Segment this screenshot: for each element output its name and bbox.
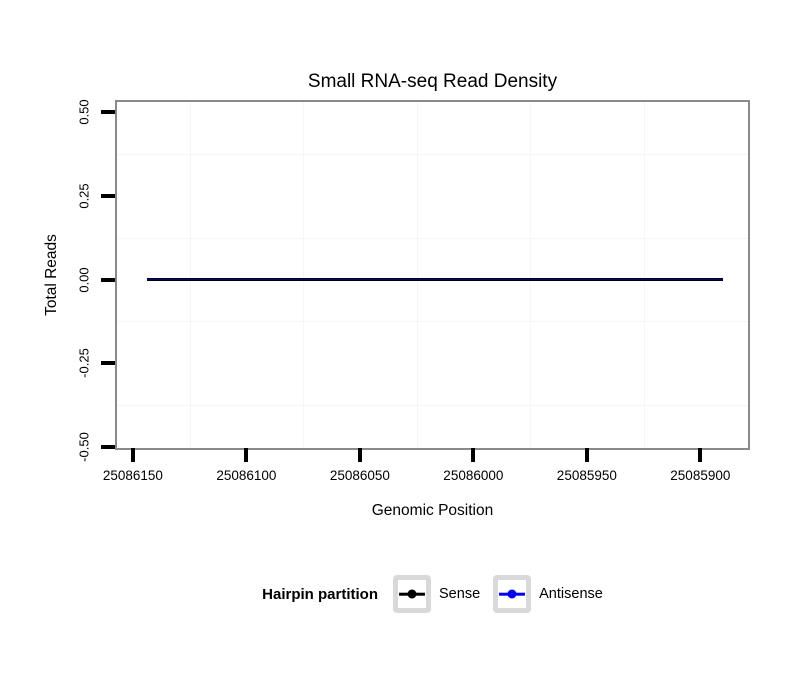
y-axis-tick [101, 361, 115, 366]
minor-gridline-vertical [643, 102, 645, 448]
x-axis-tick [584, 448, 589, 462]
x-axis-tick [357, 448, 362, 462]
x-axis-tick-label: 25085950 [556, 468, 617, 483]
x-axis-tick [130, 448, 135, 462]
plot-panel [115, 100, 750, 450]
x-axis-tick-label: 25086150 [102, 468, 163, 483]
legend-entry-label: Sense [439, 586, 481, 602]
legend: Hairpin partition Sense Antisense [115, 572, 750, 616]
y-axis-tick [101, 444, 115, 449]
series-line-antisense [146, 278, 724, 281]
minor-gridline-vertical [189, 102, 191, 448]
x-axis-tick [471, 448, 476, 462]
legend-key-icon [493, 575, 532, 613]
y-axis-tick-label: -0.25 [76, 348, 92, 378]
x-axis-tick [244, 448, 249, 462]
legend-entries: Sense Antisense [393, 575, 603, 613]
legend-key-dot [407, 589, 417, 599]
minor-gridline-horizontal [117, 154, 748, 156]
minor-gridline-vertical [303, 102, 305, 448]
minor-gridline-horizontal [117, 237, 748, 239]
y-axis-tick-label: 0.00 [76, 266, 92, 293]
legend-entry-sense: Sense [393, 575, 480, 613]
minor-gridline-vertical [530, 102, 532, 448]
x-axis-tick-label: 25086050 [329, 468, 390, 483]
legend-key-dot [507, 589, 517, 599]
y-axis-tick-label: -0.50 [76, 431, 92, 462]
y-axis-tick-label: 0.50 [76, 99, 92, 126]
x-axis-tick [698, 448, 703, 462]
legend-entry-label: Antisense [539, 586, 603, 602]
legend-entry-antisense: Antisense [493, 575, 603, 613]
x-axis-tick-label: 25085900 [670, 468, 731, 483]
x-axis-tick-label: 25086100 [216, 468, 277, 483]
y-axis-tick [101, 277, 115, 282]
y-axis-tick-label: 0.25 [76, 183, 92, 209]
x-axis-tick-label: 25086000 [443, 468, 504, 483]
minor-gridline-horizontal [117, 404, 748, 406]
minor-gridline-horizontal [117, 321, 748, 323]
minor-gridline-vertical [416, 102, 418, 448]
y-axis-tick [101, 193, 115, 198]
legend-key-icon [393, 575, 432, 613]
chart-title: Small RNA-seq Read Density [307, 71, 558, 92]
y-axis-tick [101, 110, 115, 115]
x-axis-title: Genomic Position [371, 502, 494, 519]
legend-title: Hairpin partition [262, 585, 379, 603]
y-axis-title: Total Reads [43, 234, 60, 316]
